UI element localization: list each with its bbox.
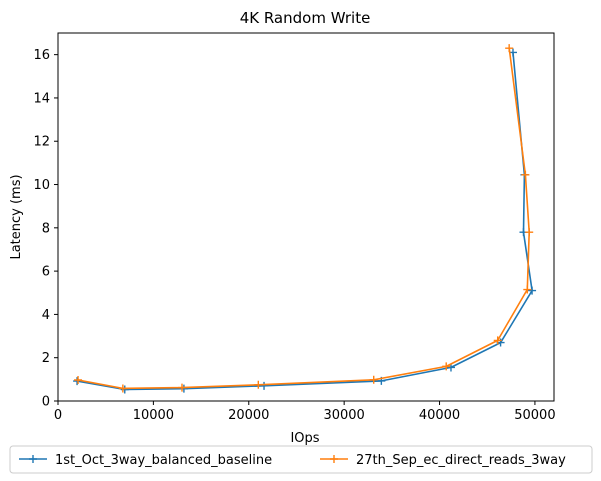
y-tick-label: 0 [42, 395, 50, 410]
x-tick-label: 30000 [323, 408, 364, 423]
data-point-series-1 [120, 385, 129, 394]
legend-label-series-2: 27th_Sep_ec_direct_reads_3way [356, 453, 566, 468]
data-point-series-2 [118, 384, 127, 393]
x-tick-label: 0 [54, 408, 62, 423]
data-point-series-2 [369, 375, 378, 384]
y-tick-label: 8 [42, 221, 50, 236]
data-point-series-2 [74, 376, 83, 385]
data-point-series-1 [260, 381, 269, 390]
data-point-series-2 [523, 285, 532, 294]
plot-frame [57, 32, 555, 402]
x-axis-label: IOps [290, 431, 319, 446]
legend-label-series-1: 1st_Oct_3way_balanced_baseline [55, 453, 272, 468]
data-point-series-2 [442, 362, 451, 371]
data-point-series-2 [178, 383, 186, 392]
x-axis-ticks: 0 10000 20000 30000 40000 50000 [54, 401, 556, 423]
y-tick-label: 10 [33, 178, 50, 193]
data-point-series-1 [528, 286, 537, 295]
data-point-series-2 [493, 336, 502, 345]
x-tick-label: 20000 [228, 408, 269, 423]
y-axis-ticks: 0 2 4 6 8 10 12 14 16 [33, 48, 58, 410]
y-tick-label: 6 [42, 265, 50, 280]
x-tick-label: 40000 [419, 408, 460, 423]
data-point-series-2 [525, 228, 534, 237]
chart-title: 4K Random Write [240, 9, 371, 27]
legend-marker-series-2 [330, 455, 338, 463]
data-point-series-2 [505, 44, 514, 53]
series-line-2 [77, 48, 531, 390]
y-tick-label: 14 [33, 91, 50, 106]
data-point-series-2 [254, 380, 263, 389]
x-tick-label: 50000 [514, 408, 555, 423]
y-axis-label: Latency (ms) [9, 174, 24, 259]
data-point-series-1 [179, 384, 188, 393]
legend-box [9, 445, 593, 474]
legend-marker-series-1 [29, 455, 37, 463]
y-tick-label: 4 [42, 308, 50, 323]
y-tick-label: 2 [42, 351, 50, 366]
y-tick-label: 16 [33, 48, 50, 63]
y-tick-label: 12 [33, 135, 50, 150]
legend: 1st_Oct_3way_balanced_baseline 27th_Sep_… [9, 445, 593, 474]
series-layer [73, 44, 537, 394]
series-line-1 [76, 52, 533, 391]
data-point-series-2 [521, 170, 530, 179]
x-tick-label: 10000 [133, 408, 174, 423]
